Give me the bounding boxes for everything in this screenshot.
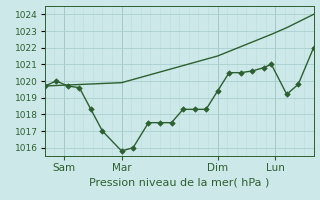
X-axis label: Pression niveau de la mer( hPa ): Pression niveau de la mer( hPa ) (89, 177, 269, 187)
